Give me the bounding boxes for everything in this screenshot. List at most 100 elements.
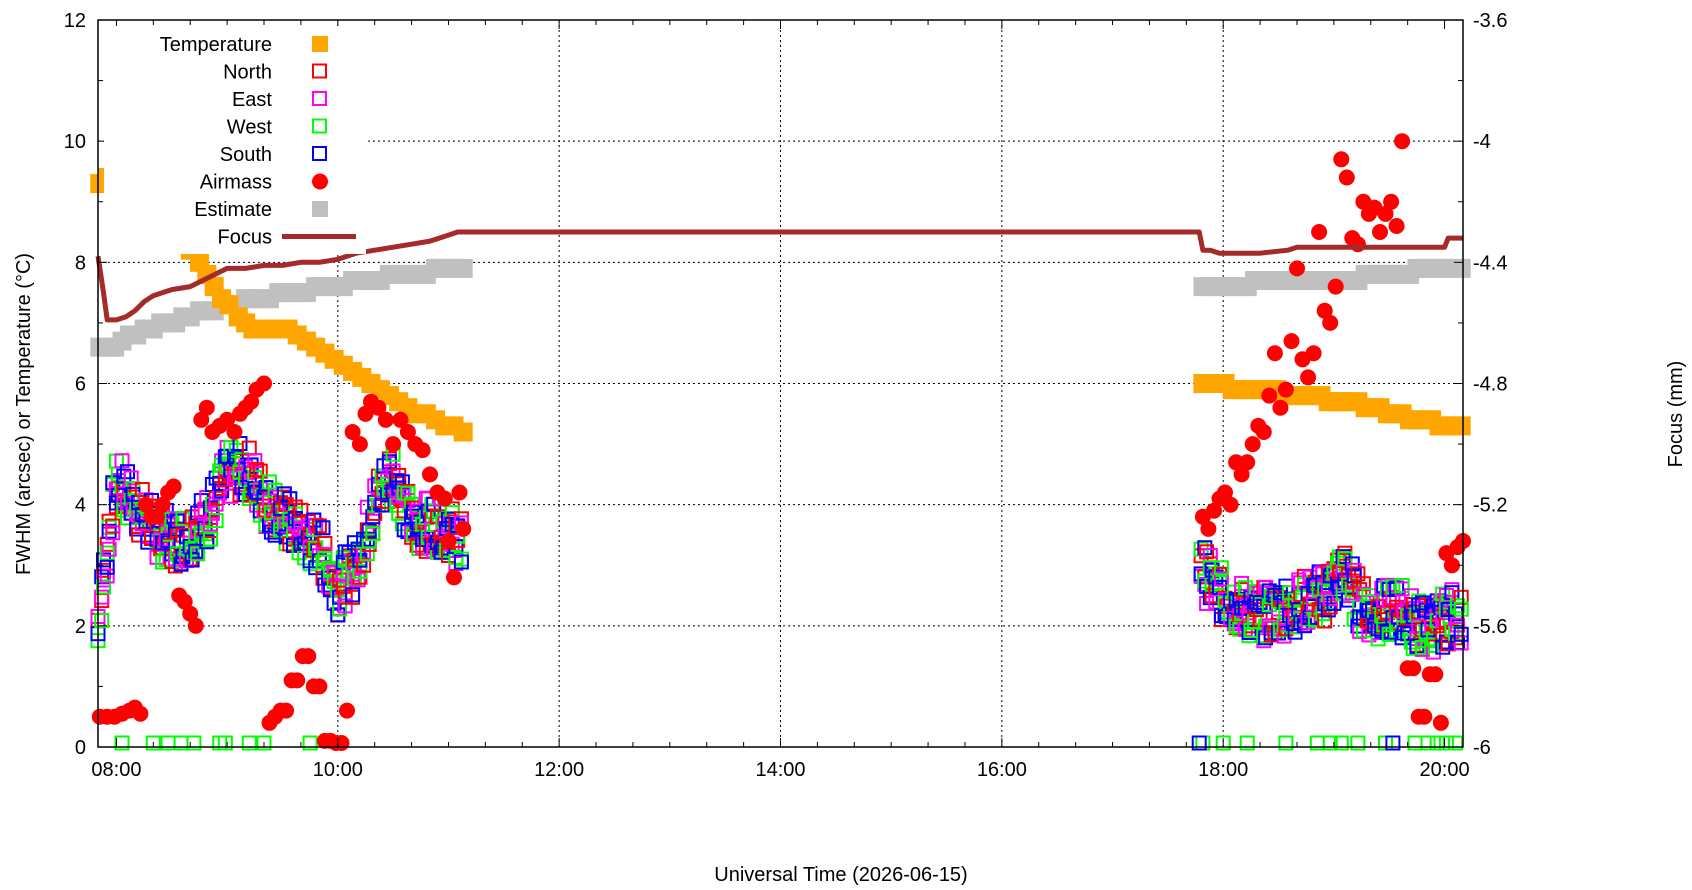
- airmass-point: [344, 424, 361, 440]
- airmass-point: [1333, 151, 1350, 168]
- west-point: [203, 531, 218, 547]
- west-point: [96, 579, 111, 595]
- legend-label: Estimate: [194, 199, 272, 221]
- airmass-point: [289, 672, 306, 689]
- zero-fwhm-point: [1333, 735, 1349, 751]
- west-point: [1453, 601, 1469, 617]
- airmass-point: [1316, 302, 1333, 319]
- airmass-point: [392, 411, 409, 428]
- west-point: [190, 546, 206, 562]
- south-point: [1453, 626, 1469, 642]
- airmass-point: [1305, 345, 1322, 362]
- airmass-point: [1255, 424, 1272, 440]
- airmass-point: [1289, 260, 1305, 277]
- airmass-point: [1244, 436, 1261, 453]
- east-point: [105, 525, 121, 541]
- airmass-point: [1443, 557, 1460, 574]
- y2-tick-label: -4: [1473, 131, 1491, 153]
- legend: Temperature North East West South Airmass Esti…: [104, 26, 366, 254]
- zero-fwhm-point: [1420, 735, 1436, 751]
- north-point: [134, 482, 150, 497]
- airmass-point: [1233, 466, 1250, 483]
- airmass-point: [1239, 454, 1256, 471]
- south-point: [101, 523, 117, 539]
- x-tick-label: 10:00: [313, 759, 363, 781]
- y-tick-label: 8: [75, 252, 86, 274]
- legend-swatch: [312, 91, 327, 106]
- south-point: [361, 523, 377, 539]
- airmass-point: [1405, 660, 1422, 677]
- estimate-point: [453, 258, 473, 278]
- zero-fwhm-point: [1429, 735, 1445, 751]
- west-point: [94, 613, 110, 628]
- airmass-point: [339, 702, 355, 719]
- west-point: [99, 545, 115, 561]
- north-point: [356, 557, 372, 573]
- south-point: [345, 587, 361, 603]
- airmass-point: [182, 605, 199, 622]
- airmass-point: [1322, 314, 1339, 331]
- south-point: [199, 534, 215, 550]
- airmass-point: [414, 442, 431, 459]
- x-tick-label: 18:00: [1198, 759, 1248, 781]
- airmass-point: [226, 424, 243, 440]
- north-point: [249, 462, 265, 478]
- zero-fwhm-point: [302, 735, 318, 751]
- airmass-point: [451, 484, 468, 501]
- airmass-point: [165, 478, 182, 495]
- south-point: [315, 520, 331, 536]
- legend-label: Airmass: [200, 172, 272, 194]
- airmass-point: [1327, 278, 1344, 295]
- airmass-point: [300, 648, 317, 665]
- airmass-point: [1383, 193, 1400, 210]
- zero-fwhm-point: [1278, 735, 1294, 751]
- y2-tick-label: -4.8: [1473, 374, 1507, 396]
- zero-fwhm-point: [1322, 735, 1338, 751]
- airmass-point: [351, 436, 368, 453]
- airmass-point: [1266, 345, 1283, 362]
- east-point: [223, 488, 239, 504]
- airmass-point: [1228, 454, 1245, 471]
- airmass-point: [132, 705, 149, 722]
- zero-fwhm-point: [1350, 735, 1366, 751]
- airmass-point: [1222, 496, 1239, 513]
- west-point: [1385, 579, 1401, 595]
- y2-tick-label: -3.6: [1473, 10, 1507, 32]
- y-axis-title: FWHM (arcsec) or Temperature (°C): [13, 253, 35, 575]
- airmass-point: [1217, 484, 1233, 501]
- zero-fwhm-point: [1448, 735, 1464, 751]
- airmass-point: [219, 411, 236, 428]
- airmass-point: [1272, 399, 1289, 416]
- airmass-point: [1277, 381, 1294, 398]
- legend-label: East: [232, 89, 272, 111]
- west-point: [1394, 578, 1410, 593]
- y-tick-label: 6: [75, 374, 86, 396]
- focus-line: [95, 229, 1463, 323]
- y2-tick-label: -6: [1473, 737, 1491, 759]
- west-point: [1213, 560, 1229, 576]
- north-point: [1317, 613, 1333, 629]
- y2-tick-label: -5.2: [1473, 495, 1507, 517]
- east-point: [1450, 617, 1465, 633]
- airmass-point: [1338, 169, 1355, 186]
- axes-layer: 08:00 10:00 12:00 14:00 16:00 18:00 20:00 0 2 4 6 8…: [64, 10, 1508, 781]
- airmass-point: [1206, 502, 1222, 519]
- airmass-point: [1283, 333, 1300, 350]
- west-point: [208, 513, 224, 528]
- south-point: [453, 554, 469, 570]
- airmass-point: [1416, 708, 1433, 725]
- y-tick-label: 10: [64, 131, 86, 153]
- north-point: [311, 518, 327, 534]
- airmass-point: [193, 411, 210, 428]
- north-point: [1322, 599, 1338, 615]
- zero-fwhm-point: [114, 735, 130, 751]
- legend-label: South: [220, 144, 272, 166]
- airmass-point: [357, 405, 374, 422]
- zero-fwhm-point: [241, 735, 257, 751]
- x-axis-title: Universal Time (2026-06-15): [714, 864, 967, 886]
- x-tick-label: 08:00: [91, 759, 141, 781]
- legend-swatch: [312, 63, 327, 79]
- y2-tick-label: -4.4: [1473, 252, 1507, 274]
- west-point: [365, 526, 381, 542]
- x-tick-label: 12:00: [534, 759, 584, 781]
